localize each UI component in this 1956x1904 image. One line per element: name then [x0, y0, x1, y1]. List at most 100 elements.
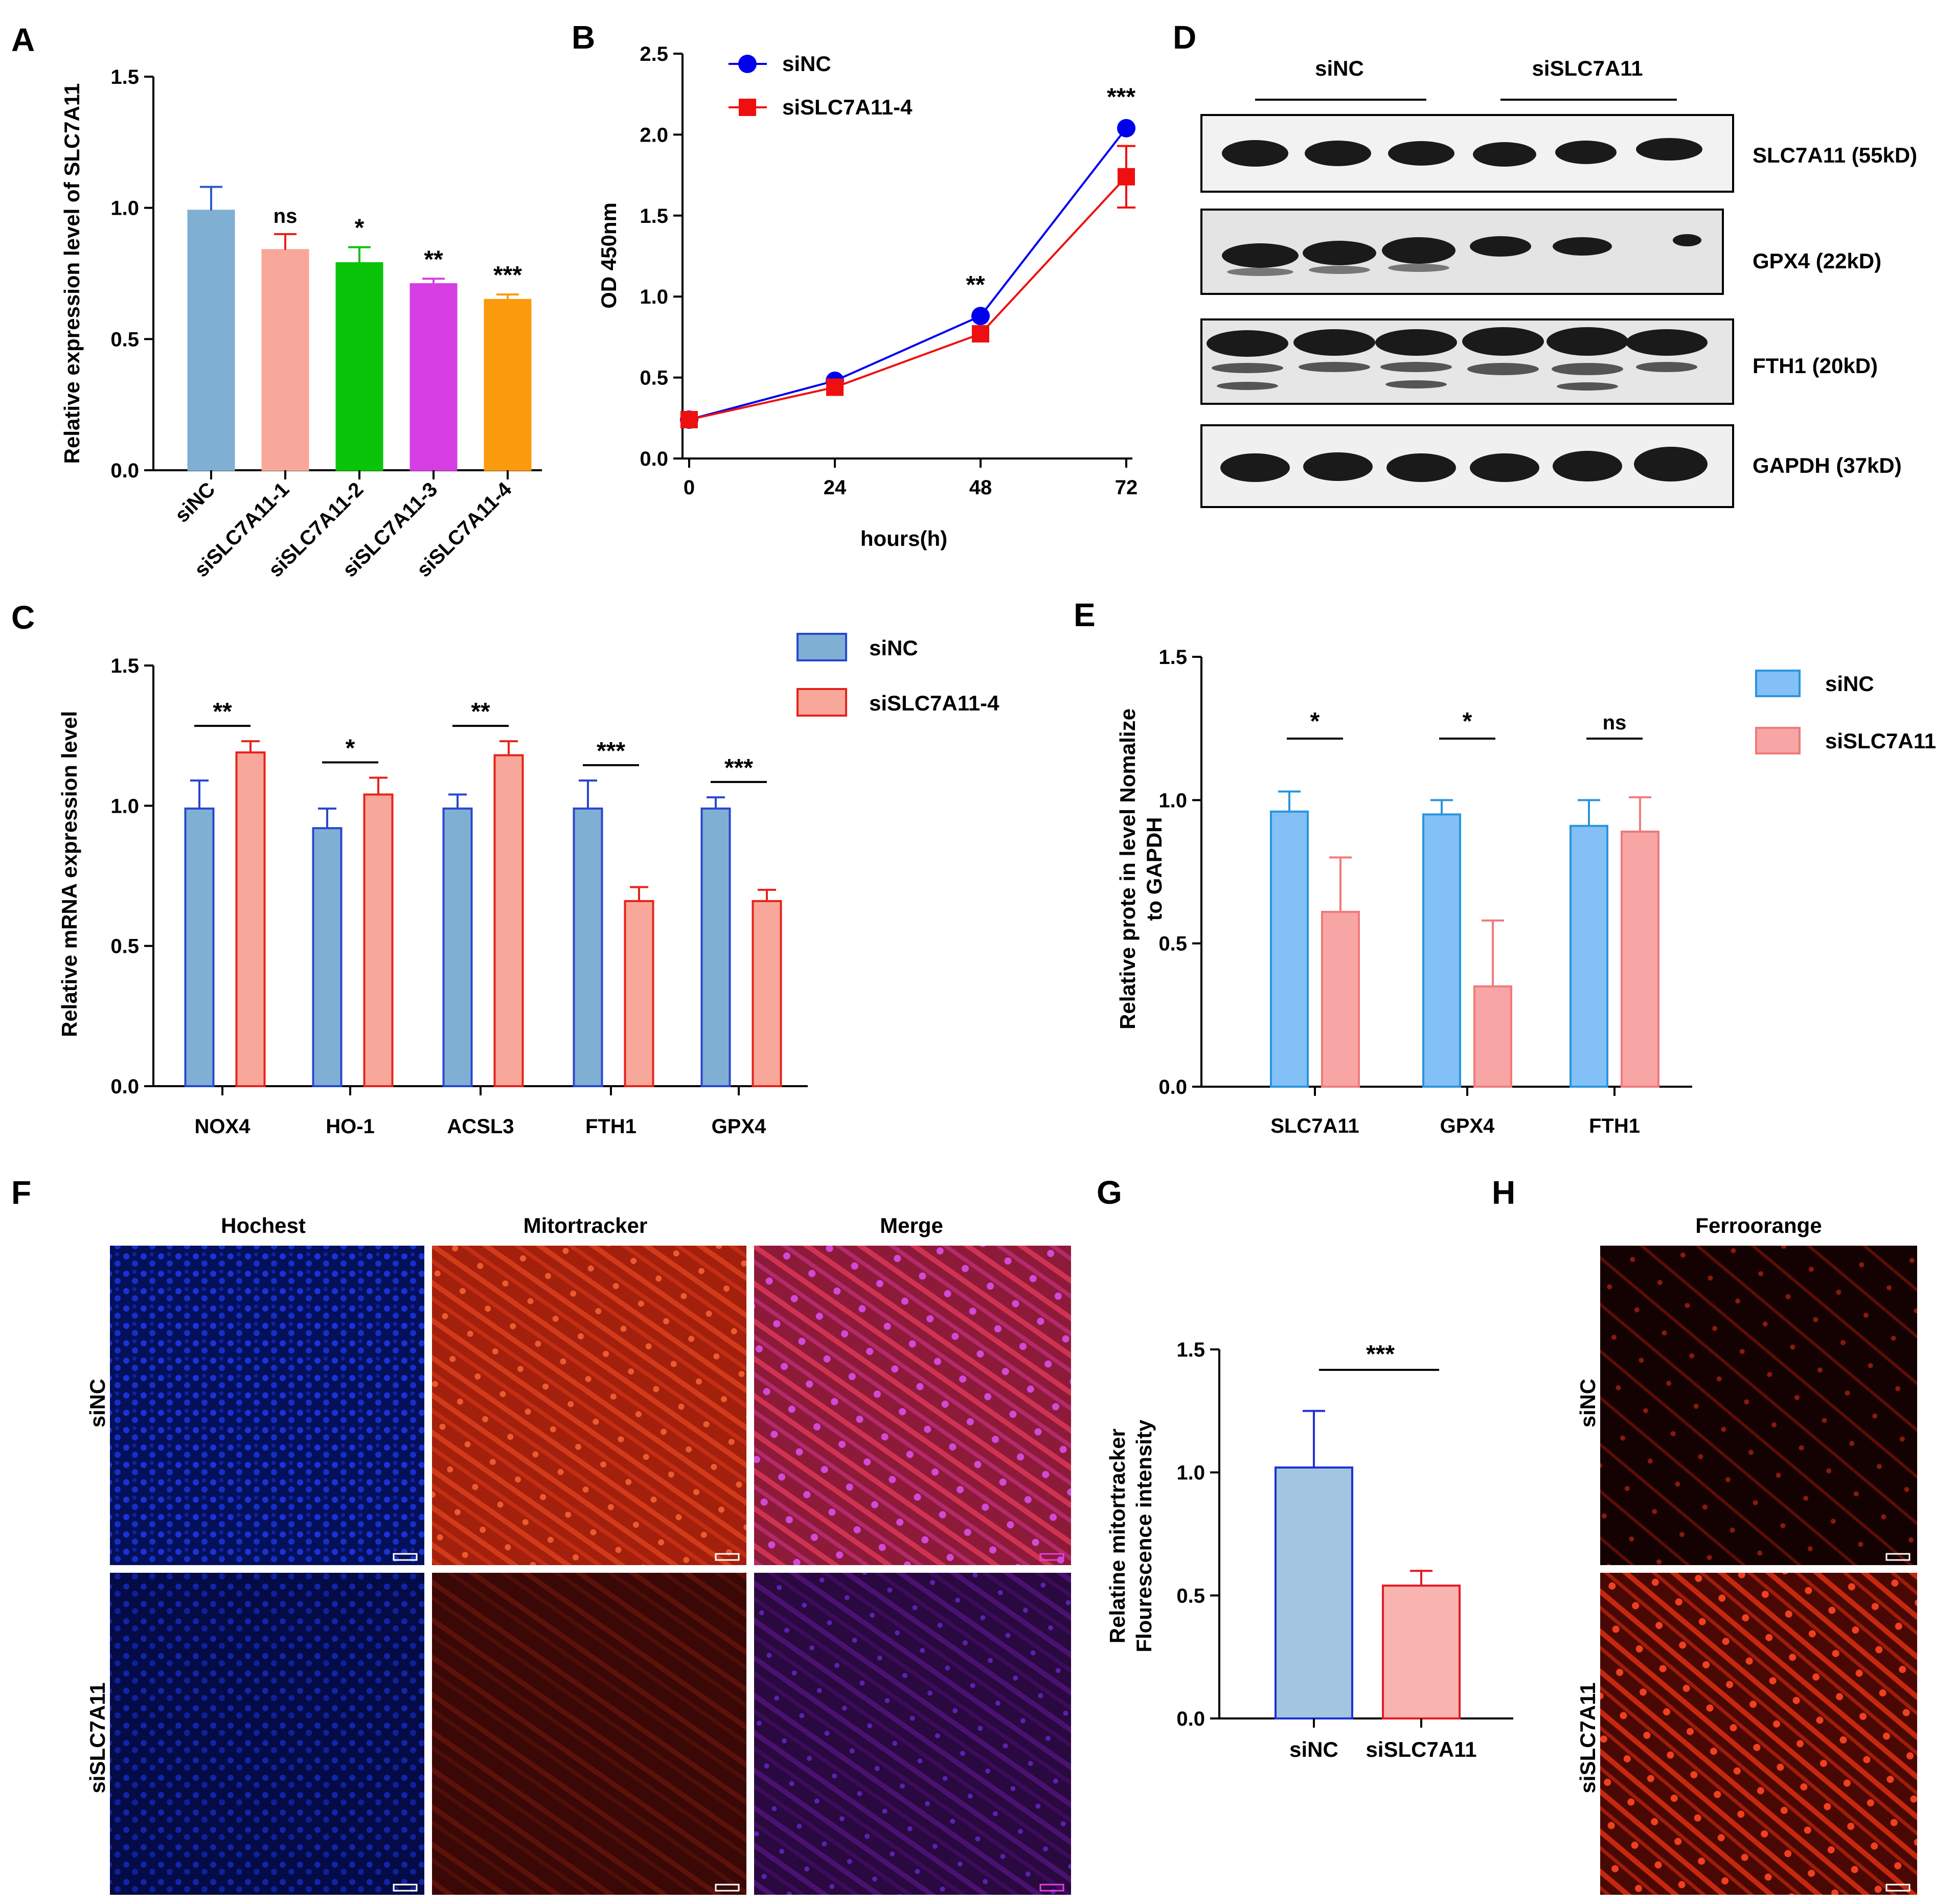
- significance-label: *: [346, 735, 355, 762]
- bar: [363, 793, 394, 1088]
- legend-label: siSLC7A11: [1825, 729, 1936, 753]
- y-tick-label: 1.0: [640, 286, 668, 308]
- imaging-f-col-mitortracker: Mitortracker: [524, 1213, 648, 1237]
- scale-bars-h: [1885, 1553, 1910, 1892]
- y-tick-label: 2.0: [640, 124, 668, 146]
- imaging-f: Hochest Mitortracker Merge siNC siSLC7A1…: [85, 1213, 1071, 1895]
- bar: [335, 262, 383, 471]
- data-point: [1118, 168, 1135, 186]
- imaging-f-row-sinc: siNC: [85, 1379, 109, 1428]
- significance-label: *: [355, 215, 365, 242]
- legend-swatch: [797, 633, 847, 661]
- blot-label-gapdh: GAPDH (37kD): [1753, 453, 1902, 477]
- y-tick-label: 0.5: [640, 367, 668, 389]
- significance-label: ns: [1603, 712, 1627, 734]
- significance-label: ns: [274, 205, 298, 227]
- blot-bands-fth1: [1207, 327, 1708, 357]
- x-tick-label: 0: [684, 476, 695, 499]
- significance-label: **: [424, 246, 443, 273]
- legend-label: siNC: [782, 52, 831, 76]
- imaging-h-row-sislc7a11: siSLC7A11: [1576, 1682, 1600, 1793]
- chart-c: 0.0 0.5 1.0 1.5 Relative mRNA expression lev…: [57, 633, 999, 1138]
- series-line: [689, 127, 1127, 421]
- legend-marker: [739, 99, 756, 116]
- x-tick-label: 72: [1115, 476, 1138, 499]
- x-tick-label: HO-1: [326, 1115, 375, 1138]
- bar: [1422, 813, 1461, 1088]
- bar: [1321, 910, 1360, 1088]
- significance-label: ***: [597, 738, 625, 765]
- x-tick-label: GPX4: [1440, 1115, 1495, 1137]
- legend-swatch: [1755, 727, 1801, 754]
- bar: [442, 807, 473, 1087]
- chart-e: 0.0 0.5 1.0 1.5 Relative prote in level Noma…: [1116, 646, 1936, 1137]
- chart-b: 0.0 0.5 1.0 1.5 2.0 2.5 OD 450nm 0 24 48 72 hours(h…: [597, 43, 1138, 550]
- x-tick-label: siNC: [1289, 1737, 1338, 1761]
- chart-g: 0.0 0.5 1.0 1.5 Relatine mitortracker Floures…: [1105, 1339, 1513, 1761]
- bar: [700, 807, 731, 1087]
- bar: [1275, 1466, 1353, 1720]
- data-point: [826, 378, 844, 396]
- x-tick-label: FTH1: [585, 1115, 636, 1138]
- image-ferroorange-sinc: [1600, 1246, 1917, 1565]
- imaging-h-col-ferroorange: Ferroorange: [1695, 1213, 1822, 1237]
- bar: [1270, 810, 1309, 1088]
- x-tick-label: ACSL3: [447, 1115, 514, 1138]
- imaging-h-row-sinc: siNC: [1576, 1379, 1600, 1428]
- blot-strip-fth1: [1200, 318, 1734, 405]
- bar: [752, 900, 782, 1087]
- legend-marker: [738, 55, 757, 73]
- x-tick-label: SLC7A11: [1270, 1115, 1359, 1137]
- bar: [312, 827, 343, 1088]
- y-axis-label: Relative prote in level Nomalize: [1116, 708, 1140, 1029]
- image-mitortracker-sinc: [432, 1246, 746, 1565]
- y-tick-label: 2.5: [640, 43, 668, 65]
- data-point: [1117, 119, 1135, 137]
- bar: [184, 807, 215, 1087]
- panel-letter-f: F: [11, 1174, 31, 1211]
- y-axis-label: to GAPDH: [1142, 817, 1166, 921]
- series-line: [689, 176, 1127, 421]
- imaging-f-row-sislc7a11: siSLC7A11: [85, 1682, 109, 1793]
- x-tick-label: GPX4: [712, 1115, 766, 1138]
- image-hochest-sislc7a11: [110, 1573, 424, 1895]
- significance-label: ***: [1107, 84, 1135, 111]
- bar: [624, 900, 654, 1087]
- significance-label: **: [213, 698, 232, 725]
- legend-label: siSLC7A11-4: [782, 95, 913, 119]
- significance-label: ***: [493, 262, 522, 289]
- data-point: [971, 307, 990, 326]
- y-tick-label: 1.5: [1176, 1339, 1205, 1361]
- legend-swatch: [1755, 670, 1801, 697]
- imaging-h: Ferroorange siNC siSLC7A11: [1576, 1213, 1917, 1895]
- y-axis-label: Flourescence intensity: [1132, 1419, 1156, 1653]
- significance-label: *: [1463, 708, 1472, 735]
- bar: [1473, 985, 1512, 1088]
- bar: [1570, 824, 1608, 1088]
- blot-group-sinc: siNC: [1315, 56, 1364, 80]
- image-hochest-sinc: [110, 1246, 424, 1565]
- panel-letter-a: A: [11, 21, 35, 58]
- western-blot: siNC siSLC7A11 SLC7A11 (55kD) GPX4 (22kD…: [1200, 56, 1917, 508]
- y-axis-label: Relative mRNA expression level: [57, 711, 81, 1037]
- panel-letter-d: D: [1173, 19, 1196, 56]
- y-tick-label: 1.0: [1158, 789, 1187, 812]
- blot-label-slc7a11: SLC7A11 (55kD): [1753, 143, 1917, 167]
- imaging-f-col-hochest: Hochest: [221, 1213, 306, 1237]
- legend-label: siSLC7A11-4: [869, 691, 999, 715]
- panel-letter-g: G: [1097, 1174, 1122, 1211]
- y-tick-label: 1.5: [110, 655, 139, 677]
- significance-label: **: [966, 271, 985, 299]
- x-tick-label: siSLC7A11: [1366, 1737, 1476, 1761]
- bar: [484, 299, 532, 471]
- significance-label: *: [1310, 708, 1320, 735]
- blot-faint-bands-gpx4: [1227, 264, 1449, 276]
- bar: [261, 249, 309, 471]
- bar: [235, 751, 266, 1087]
- bar: [493, 754, 524, 1088]
- imaging-f-col-merge: Merge: [880, 1213, 943, 1237]
- image-mitortracker-sislc7a11: [432, 1573, 746, 1895]
- data-point: [972, 325, 989, 343]
- scale-bars-f: [393, 1553, 1064, 1892]
